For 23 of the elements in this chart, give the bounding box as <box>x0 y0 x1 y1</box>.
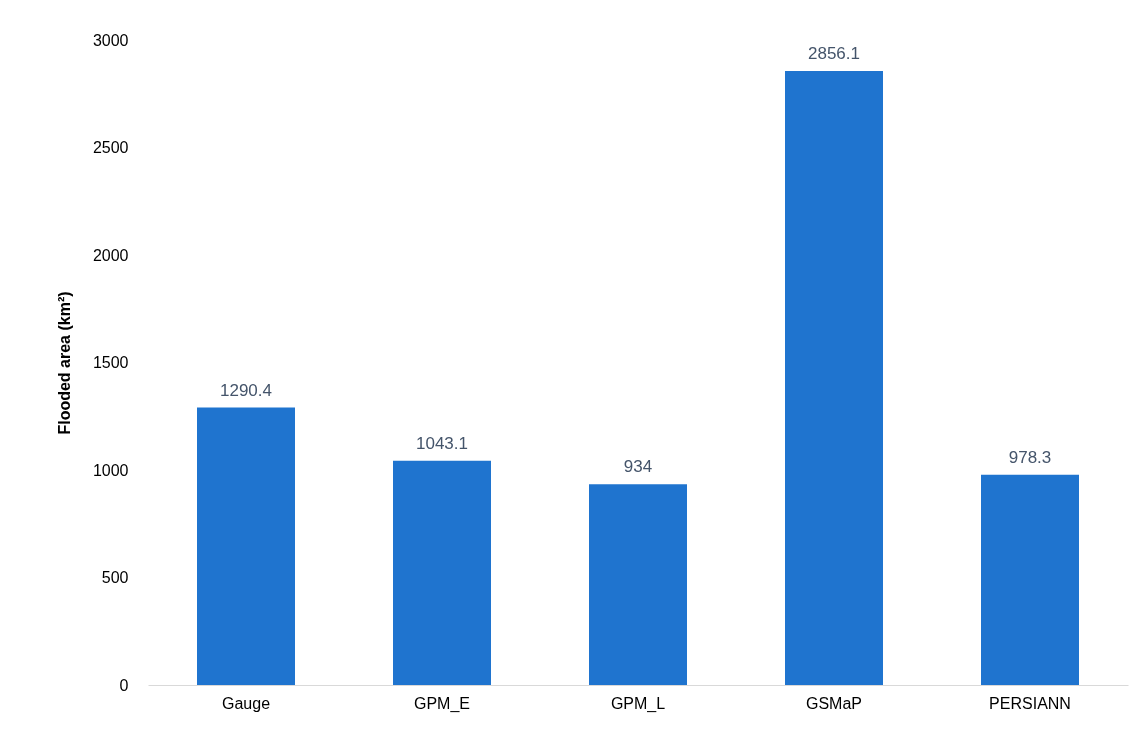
bar <box>589 484 687 685</box>
bar <box>393 460 491 685</box>
y-tick-label: 2000 <box>92 246 129 264</box>
data-label: 978.3 <box>1008 447 1052 467</box>
x-tick-label: Gauge <box>221 694 271 712</box>
data-label: 934 <box>623 457 653 477</box>
bar <box>197 407 295 685</box>
y-tick-label: 500 <box>101 569 129 586</box>
y-tick-label: 1500 <box>92 354 129 371</box>
x-tick-label: GPM_E <box>413 694 471 713</box>
x-tick-label: GSMaP <box>805 694 863 712</box>
bar <box>785 70 883 685</box>
y-tick-label: 1000 <box>92 461 129 479</box>
y-tick-label: 0 <box>119 676 129 694</box>
data-label: 1290.4 <box>220 380 272 400</box>
x-tick-label: PERSIANN <box>989 694 1071 712</box>
data-label: 2856.1 <box>808 43 860 63</box>
y-tick-label: 2500 <box>92 139 129 156</box>
x-tick-label: GPM_L <box>610 694 666 713</box>
y-axis-title: Flooded area (km²) <box>55 291 73 435</box>
y-tick-label: 3000 <box>92 31 129 49</box>
bar <box>981 474 1079 685</box>
data-label: 1043.1 <box>416 433 468 453</box>
